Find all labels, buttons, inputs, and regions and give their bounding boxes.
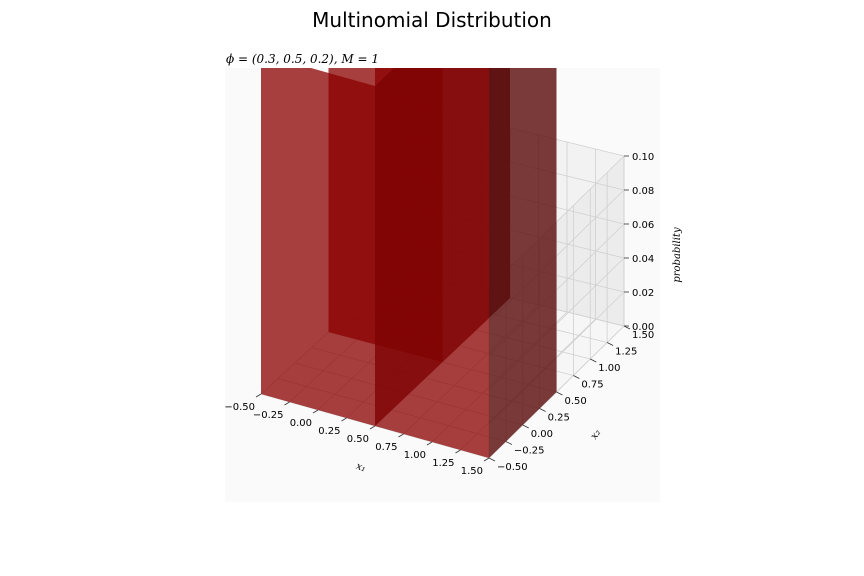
- bar-x1-1-x2-0: [375, 68, 557, 458]
- x-tick-label-8: 1.50: [461, 466, 483, 477]
- y-tick-label-0: −0.50: [497, 462, 528, 473]
- y-tick-mark-3: [539, 408, 546, 412]
- y-tick-mark-6: [590, 358, 597, 363]
- y-tick-mark-5: [573, 375, 580, 379]
- x-tick-mark-3: [341, 417, 347, 422]
- x-tick-mark-7: [455, 449, 461, 454]
- x-tick-mark-0: [255, 393, 262, 398]
- y-tick-label-3: 0.25: [548, 413, 570, 424]
- y-tick-label-5: 0.75: [581, 380, 603, 391]
- x-tick-mark-1: [284, 401, 290, 406]
- x-tick-label-0: −0.50: [224, 402, 255, 413]
- x-tick-mark-5: [398, 433, 404, 438]
- axis-ticks: −0.50−0.250.000.250.500.751.001.251.50 −0…: [224, 152, 654, 477]
- y-tick-mark-4: [556, 391, 563, 396]
- x-tick-mark-2: [312, 409, 319, 414]
- x-tick-mark-6: [426, 441, 433, 446]
- z-tick-label-0: 0.00: [632, 322, 654, 333]
- z-tick-label-5: 0.10: [632, 152, 654, 163]
- y-tick-mark-2: [522, 424, 529, 429]
- x-tick-label-4: 0.50: [347, 434, 369, 445]
- x-tick-label-1: −0.25: [253, 410, 284, 421]
- y-tick-label-1: −0.25: [514, 446, 545, 457]
- z-tick-label-4: 0.08: [632, 186, 654, 197]
- figure-title: Multinomial Distribution: [312, 8, 552, 32]
- x-tick-mark-4: [369, 425, 376, 430]
- y-tick-mark-1: [505, 441, 513, 445]
- bar-side-face: [489, 68, 557, 458]
- y-tick-mark-8: [623, 325, 631, 330]
- y-tick-label-2: 0.00: [531, 429, 553, 440]
- y-tick-label-7: 1.25: [615, 347, 637, 358]
- bar-front-face: [375, 68, 489, 458]
- x-tick-label-3: 0.25: [318, 426, 340, 437]
- y-tick-mark-0: [488, 457, 496, 462]
- x-tick-label-2: 0.00: [290, 418, 312, 429]
- y-tick-label-4: 0.50: [565, 396, 587, 407]
- y-tick-mark-7: [606, 342, 614, 346]
- z-tick-label-3: 0.06: [632, 220, 654, 231]
- bar-front-face: [261, 68, 375, 426]
- x-tick-mark-8: [483, 457, 490, 462]
- z-tick-label-1: 0.02: [632, 288, 654, 299]
- z-tick-label-2: 0.04: [632, 254, 654, 265]
- axes-title: ϕ = (0.3, 0.5, 0.2), M = 1: [226, 52, 379, 66]
- y-tick-label-8: 1.50: [632, 330, 654, 341]
- x-tick-label-7: 1.25: [432, 458, 454, 469]
- z-axis-label: probability: [672, 227, 683, 283]
- x-tick-label-6: 1.00: [404, 450, 426, 461]
- y-tick-label-6: 1.00: [598, 363, 620, 374]
- x-axis-label: x₁: [354, 461, 367, 475]
- bars-group: [261, 68, 557, 458]
- x-tick-label-5: 0.75: [375, 442, 397, 453]
